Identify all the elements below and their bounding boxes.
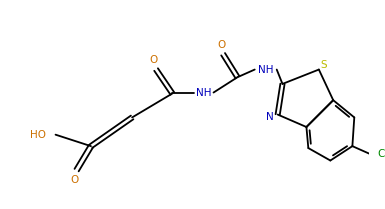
- Text: HO: HO: [30, 130, 46, 140]
- Text: N: N: [266, 112, 274, 122]
- Text: NH: NH: [196, 88, 212, 98]
- Text: O: O: [149, 55, 157, 65]
- Text: NH: NH: [258, 65, 274, 75]
- Text: O: O: [217, 40, 225, 50]
- Text: O: O: [70, 175, 79, 185]
- Text: Cl: Cl: [377, 149, 385, 159]
- Text: S: S: [320, 60, 327, 70]
